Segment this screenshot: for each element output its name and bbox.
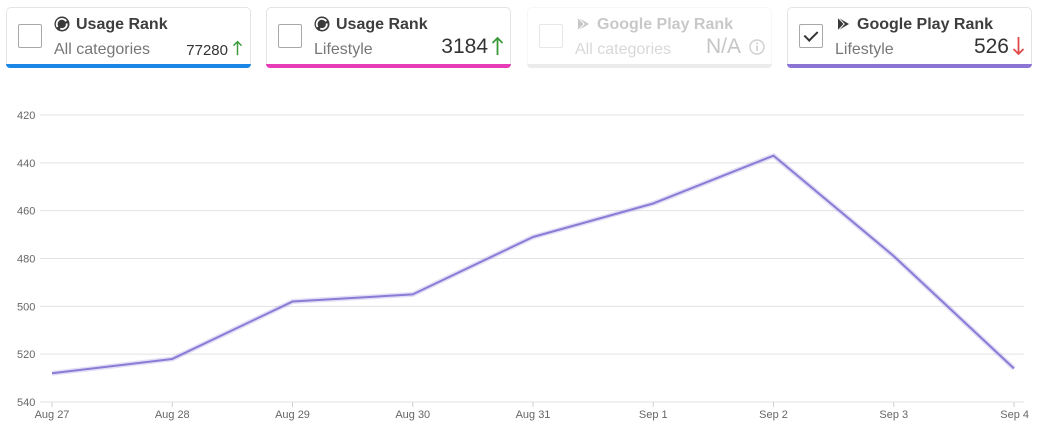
- rank-value: 526: [973, 35, 1009, 58]
- checkbox: [539, 24, 563, 48]
- y-tick-label: 540: [17, 397, 35, 409]
- rank-value: N/A: [705, 35, 741, 58]
- similarweb-icon: [314, 16, 330, 32]
- card-title: Usage Rank: [336, 16, 428, 33]
- trend-up-icon: [232, 40, 243, 56]
- x-tick-label: Sep 3: [879, 409, 908, 421]
- trend-up-icon: [491, 36, 504, 55]
- trend-down-icon: [1012, 37, 1025, 56]
- card-title: Usage Rank: [76, 16, 168, 33]
- x-tick-label: Sep 4: [1000, 409, 1029, 421]
- x-tick-label: Aug 29: [275, 409, 310, 421]
- data-point[interactable]: [771, 153, 777, 159]
- x-tick-label: Sep 1: [639, 409, 668, 421]
- rank-value: 77280: [186, 42, 228, 59]
- rank-cards: Usage Rank All categories 77280 Usage Ra…: [6, 7, 1034, 69]
- x-tick-label: Aug 30: [395, 409, 430, 421]
- y-tick-label: 460: [17, 206, 35, 218]
- checkmark-icon: [803, 27, 819, 42]
- card-title: Google Play Rank: [857, 16, 994, 33]
- series-lines: [49, 153, 1017, 376]
- y-tick-label: 500: [17, 301, 35, 313]
- data-point[interactable]: [891, 253, 897, 259]
- rank-line-chart: 420 440 460 480 500 520 540 Aug 27 Aug 28 Aug 29…: [17, 110, 1029, 421]
- series-line: [51, 154, 1015, 375]
- x-tick-label: Sep 2: [759, 409, 788, 421]
- grid-lines: [40, 114, 1024, 403]
- rank-value: 3184: [441, 35, 488, 58]
- card-subtitle: All categories: [575, 41, 672, 58]
- card-subtitle: Lifestyle: [835, 41, 894, 58]
- x-tick-label: Aug 27: [35, 409, 70, 421]
- google-play-icon: [577, 17, 589, 31]
- x-tick-label: Aug 28: [155, 409, 190, 421]
- data-point[interactable]: [290, 299, 296, 305]
- checkbox[interactable]: [799, 24, 823, 48]
- data-point[interactable]: [169, 356, 175, 362]
- card-title: Google Play Rank: [597, 16, 734, 33]
- y-tick-label: 440: [17, 158, 35, 170]
- data-point[interactable]: [49, 370, 55, 376]
- info-icon: [749, 39, 765, 55]
- x-tick-label: Aug 31: [516, 409, 551, 421]
- y-tick-label: 420: [17, 110, 35, 122]
- y-tick-label: 480: [17, 254, 35, 266]
- card-subtitle: All categories: [54, 41, 151, 58]
- card-google-play-rank-lifestyle[interactable]: Google Play Rank Lifestyle 526: [787, 7, 1032, 68]
- checkbox[interactable]: [18, 24, 42, 48]
- data-point[interactable]: [410, 291, 416, 297]
- card-usage-rank-all[interactable]: Usage Rank All categories 77280: [6, 7, 251, 68]
- x-axis-ticks: Aug 27 Aug 28 Aug 29 Aug 30 Aug 31 Sep 1 Sep 2…: [35, 402, 1029, 421]
- series-line-shadow: [51, 153, 1016, 376]
- data-point[interactable]: [1011, 366, 1017, 372]
- checkbox[interactable]: [278, 24, 302, 48]
- similarweb-icon: [54, 16, 70, 32]
- card-subtitle: Lifestyle: [314, 41, 373, 58]
- card-usage-rank-lifestyle[interactable]: Usage Rank Lifestyle 3184: [266, 7, 511, 68]
- card-google-play-rank-all: Google Play Rank All categories N/A: [527, 7, 772, 68]
- y-axis-ticks: 420 440 460 480 500 520 540: [17, 110, 35, 409]
- data-point[interactable]: [530, 234, 536, 240]
- y-tick-label: 520: [17, 349, 35, 361]
- google-play-icon: [837, 17, 849, 31]
- data-point[interactable]: [650, 200, 656, 206]
